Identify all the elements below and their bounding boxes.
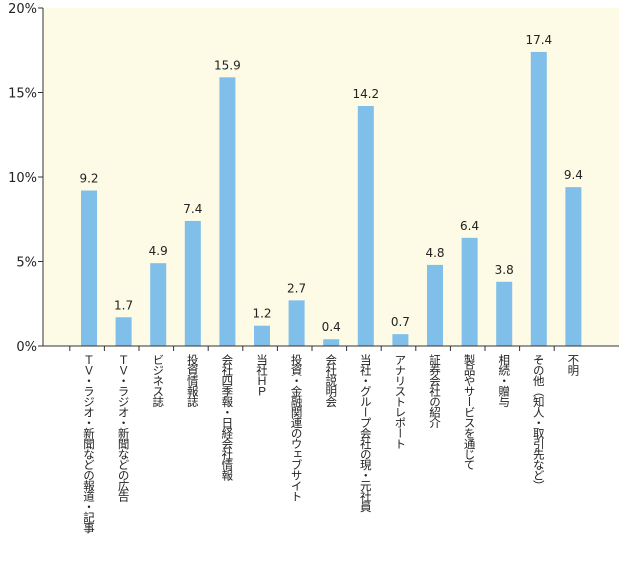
category-label: 会社四季報・日経会社情報 bbox=[220, 354, 234, 482]
data-label: 9.2 bbox=[79, 172, 98, 186]
data-labels: 9.2 1.7 4.9 7.4 15.9 1.2 2.7 0.4 14.2 0.7 4.8 6.4 3.… bbox=[79, 33, 582, 334]
data-label: 0.7 bbox=[391, 315, 410, 329]
plot-background bbox=[43, 8, 619, 346]
y-tick-label: 0% bbox=[16, 340, 37, 355]
bar bbox=[288, 300, 305, 346]
category-label: ＴＶ・ラジオ・新聞などの報道・記事 bbox=[82, 354, 96, 533]
data-label: 1.7 bbox=[114, 298, 133, 312]
bar bbox=[530, 51, 547, 346]
y-tick-label: 15% bbox=[8, 87, 37, 102]
bar bbox=[565, 187, 582, 346]
bar bbox=[184, 220, 201, 346]
bars bbox=[81, 51, 582, 347]
category-label: 不明 bbox=[566, 354, 580, 377]
y-tick-label: 5% bbox=[16, 256, 37, 271]
category-labels: ＴＶ・ラジオ・新聞などの報道・記事 ＴＶ・ラジオ・新聞などの広告 ビジネス誌 投資情報… bbox=[82, 353, 580, 533]
data-label: 17.4 bbox=[525, 33, 552, 47]
category-label: 当社ＨＰ bbox=[255, 353, 269, 396]
data-label: 0.4 bbox=[322, 320, 341, 334]
data-label: 3.8 bbox=[495, 263, 514, 277]
data-label: 6.4 bbox=[460, 219, 479, 233]
data-label: 9.4 bbox=[564, 168, 583, 182]
y-tick-label: 10% bbox=[8, 171, 37, 186]
bar bbox=[392, 334, 409, 346]
data-label: 1.2 bbox=[252, 307, 271, 321]
data-label: 7.4 bbox=[183, 202, 202, 216]
category-label: 製品やサービスを通じて bbox=[463, 353, 477, 469]
x-axis-ticks bbox=[69, 346, 555, 351]
category-label: ＴＶ・ラジオ・新聞などの広告 bbox=[117, 354, 131, 503]
data-label: 4.8 bbox=[425, 246, 444, 260]
category-label: ビジネス誌 bbox=[151, 354, 165, 407]
category-label: 会社説明会 bbox=[324, 354, 338, 408]
data-label: 14.2 bbox=[352, 87, 379, 101]
bar bbox=[461, 237, 478, 346]
y-tick-label: 20% bbox=[8, 2, 37, 17]
bar bbox=[427, 264, 443, 346]
category-label: 証券会社の紹介 bbox=[428, 354, 442, 428]
category-label: 相続・贈与 bbox=[497, 354, 511, 407]
category-label: アナリストレポート bbox=[393, 354, 407, 449]
category-label: 投資・金融関連のウェブサイト bbox=[290, 353, 304, 501]
bar bbox=[115, 317, 132, 346]
data-label: 4.9 bbox=[149, 244, 168, 258]
data-label: 15.9 bbox=[214, 58, 241, 72]
y-axis-ticks: 0% 5% 10% 15% 20% bbox=[8, 2, 43, 355]
category-label: その他（知人・取引先など） bbox=[532, 354, 546, 491]
category-label: 当社・グループ会社の現・元社員 bbox=[359, 353, 373, 513]
bar bbox=[81, 190, 97, 346]
bar bbox=[219, 77, 236, 346]
bar bbox=[150, 263, 167, 346]
bar bbox=[254, 325, 270, 346]
bar bbox=[496, 281, 513, 346]
bar bbox=[323, 339, 340, 346]
category-label: 投資情報誌 bbox=[186, 353, 200, 407]
data-label: 2.7 bbox=[287, 281, 306, 295]
bar bbox=[357, 106, 374, 347]
